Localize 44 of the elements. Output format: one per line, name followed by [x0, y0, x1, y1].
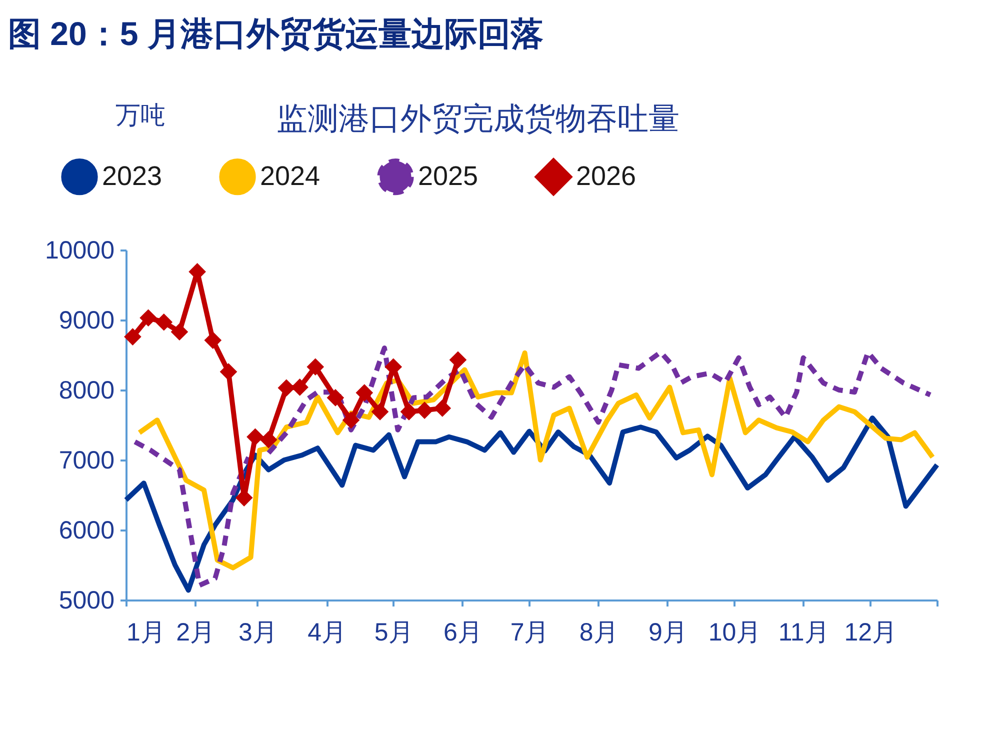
point: [306, 358, 324, 376]
y-tick-label: 10000: [44, 236, 114, 264]
x-tick-label: 6月: [443, 618, 482, 646]
x-tick-label: 7月: [510, 618, 550, 646]
legend-label: 2025: [418, 160, 478, 191]
x-tick-label: 5月: [374, 618, 414, 646]
legend-label: 2023: [102, 160, 162, 191]
point: [140, 309, 157, 327]
point: [246, 428, 264, 446]
point: [384, 358, 402, 376]
point: [204, 332, 222, 349]
y-tick-label: 7000: [58, 446, 114, 474]
point: [124, 328, 142, 346]
y-tick-label: 9000: [58, 306, 114, 334]
y-axis-title: 万吨: [116, 102, 166, 130]
y-tick-label: 8000: [58, 376, 114, 404]
point: [220, 363, 238, 380]
x-tick-label: 1月: [126, 618, 166, 646]
y-tick-label: 6000: [58, 516, 114, 544]
point: [291, 378, 308, 396]
x-tick-label: 10月: [708, 618, 762, 646]
x-tick-label: 9月: [648, 618, 688, 646]
x-tick-label: 2月: [176, 618, 216, 646]
point: [434, 400, 452, 417]
x-tick-label: 3月: [238, 618, 278, 646]
x-tick-label: 11月: [778, 618, 830, 646]
legend-label: 2024: [260, 160, 320, 191]
point: [342, 411, 360, 429]
point: [326, 389, 344, 406]
point: [449, 351, 467, 369]
x-tick-label: 4月: [308, 618, 346, 646]
y-tick-label: 5000: [58, 586, 114, 614]
chart-subtitle: 监测港口外贸完成货物吞吐量: [276, 101, 680, 136]
x-tick-label: 8月: [579, 618, 618, 646]
point: [155, 313, 173, 331]
point: [416, 402, 434, 419]
x-tick-label: 12月: [844, 618, 898, 646]
chart-title: 图 20：5 月港口外贸货运量边际回落: [8, 15, 544, 52]
legend-label: 2026: [576, 160, 636, 191]
point: [260, 431, 278, 448]
point: [356, 384, 374, 402]
point: [371, 403, 389, 420]
point: [170, 323, 188, 341]
point: [400, 403, 418, 420]
